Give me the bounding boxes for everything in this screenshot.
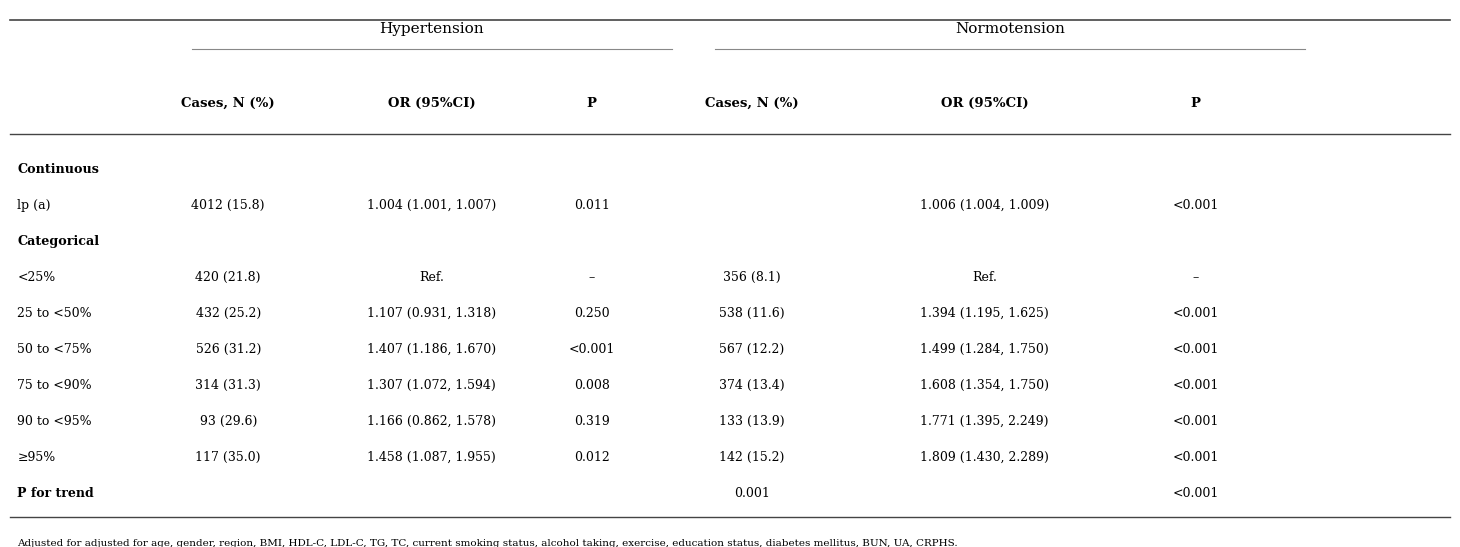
Text: 1.307 (1.072, 1.594): 1.307 (1.072, 1.594) — [368, 379, 496, 392]
Text: Categorical: Categorical — [18, 235, 99, 248]
Text: 0.250: 0.250 — [574, 307, 610, 320]
Text: 0.008: 0.008 — [574, 379, 610, 392]
Text: 142 (15.2): 142 (15.2) — [720, 451, 784, 464]
Text: <0.001: <0.001 — [1172, 451, 1219, 464]
Text: 50 to <75%: 50 to <75% — [18, 343, 92, 356]
Text: 133 (13.9): 133 (13.9) — [718, 415, 784, 428]
Text: 1.608 (1.354, 1.750): 1.608 (1.354, 1.750) — [920, 379, 1050, 392]
Text: Normotension: Normotension — [955, 22, 1064, 36]
Text: <0.001: <0.001 — [1172, 199, 1219, 212]
Text: –: – — [1193, 271, 1199, 284]
Text: 1.006 (1.004, 1.009): 1.006 (1.004, 1.009) — [920, 199, 1050, 212]
Text: 90 to <95%: 90 to <95% — [18, 415, 92, 428]
Text: Ref.: Ref. — [419, 271, 444, 284]
Text: <25%: <25% — [18, 271, 55, 284]
Text: 374 (13.4): 374 (13.4) — [718, 379, 784, 392]
Text: 1.166 (0.862, 1.578): 1.166 (0.862, 1.578) — [368, 415, 496, 428]
Text: 1.107 (0.931, 1.318): 1.107 (0.931, 1.318) — [368, 307, 496, 320]
Text: 1.771 (1.395, 2.249): 1.771 (1.395, 2.249) — [920, 415, 1048, 428]
Text: OR (95%CI): OR (95%CI) — [388, 97, 476, 110]
Text: <0.001: <0.001 — [1172, 307, 1219, 320]
Text: 1.809 (1.430, 2.289): 1.809 (1.430, 2.289) — [920, 451, 1048, 464]
Text: 1.499 (1.284, 1.750): 1.499 (1.284, 1.750) — [920, 343, 1048, 356]
Text: <0.001: <0.001 — [1172, 487, 1219, 500]
Text: 117 (35.0): 117 (35.0) — [196, 451, 261, 464]
Text: 420 (21.8): 420 (21.8) — [196, 271, 261, 284]
Text: P: P — [587, 97, 597, 110]
Text: 0.011: 0.011 — [574, 199, 610, 212]
Text: 1.004 (1.001, 1.007): 1.004 (1.001, 1.007) — [368, 199, 496, 212]
Text: ≥95%: ≥95% — [18, 451, 55, 464]
Text: Cases, N (%): Cases, N (%) — [705, 97, 799, 110]
Text: 0.319: 0.319 — [574, 415, 610, 428]
Text: 4012 (15.8): 4012 (15.8) — [191, 199, 264, 212]
Text: 314 (31.3): 314 (31.3) — [196, 379, 261, 392]
Text: <0.001: <0.001 — [1172, 379, 1219, 392]
Text: 567 (12.2): 567 (12.2) — [720, 343, 784, 356]
Text: Hypertension: Hypertension — [380, 22, 485, 36]
Text: 1.407 (1.186, 1.670): 1.407 (1.186, 1.670) — [368, 343, 496, 356]
Text: <0.001: <0.001 — [568, 343, 615, 356]
Text: 25 to <50%: 25 to <50% — [18, 307, 92, 320]
Text: 432 (25.2): 432 (25.2) — [196, 307, 261, 320]
Text: P for trend: P for trend — [18, 487, 93, 500]
Text: Cases, N (%): Cases, N (%) — [181, 97, 274, 110]
Text: Ref.: Ref. — [972, 271, 997, 284]
Text: –: – — [588, 271, 596, 284]
Text: 93 (29.6): 93 (29.6) — [200, 415, 257, 428]
Text: OR (95%CI): OR (95%CI) — [940, 97, 1028, 110]
Text: 1.394 (1.195, 1.625): 1.394 (1.195, 1.625) — [920, 307, 1048, 320]
Text: 0.001: 0.001 — [734, 487, 769, 500]
Text: Adjusted for adjusted for age, gender, region, BMI, HDL-C, LDL-C, TG, TC, curren: Adjusted for adjusted for age, gender, r… — [18, 539, 958, 547]
Text: 1.458 (1.087, 1.955): 1.458 (1.087, 1.955) — [368, 451, 496, 464]
Text: 526 (31.2): 526 (31.2) — [196, 343, 261, 356]
Text: P: P — [1190, 97, 1200, 110]
Text: 0.012: 0.012 — [574, 451, 610, 464]
Text: <0.001: <0.001 — [1172, 343, 1219, 356]
Text: <0.001: <0.001 — [1172, 415, 1219, 428]
Text: 75 to <90%: 75 to <90% — [18, 379, 92, 392]
Text: Continuous: Continuous — [18, 163, 99, 176]
Text: 356 (8.1): 356 (8.1) — [723, 271, 781, 284]
Text: 538 (11.6): 538 (11.6) — [718, 307, 784, 320]
Text: lp (a): lp (a) — [18, 199, 51, 212]
